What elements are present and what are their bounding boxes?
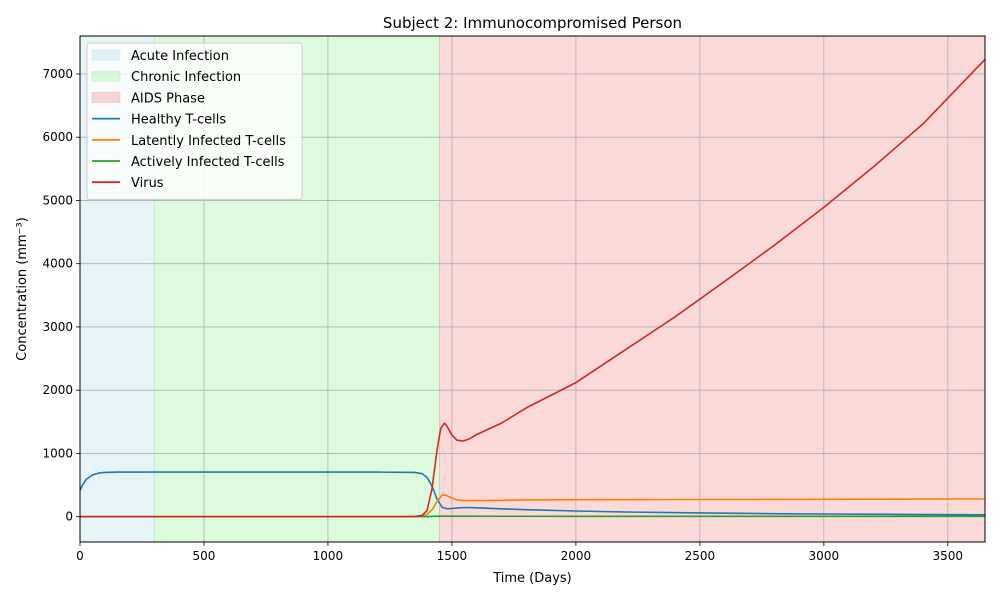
y-axis-ticks: 0 1000 2000 3000 4000 5000 6000 7000	[42, 67, 80, 524]
legend-label-healthy-t-cells: Healthy T-cells	[131, 113, 226, 128]
series-line-virus	[80, 58, 986, 518]
x-tick-label: 2000	[561, 549, 592, 563]
x-tick-label: 3000	[809, 549, 840, 563]
x-axis-ticks: 0 500 1000 1500 2000 2500 3000 3500	[76, 542, 963, 563]
x-tick-label: 0	[76, 549, 84, 563]
y-axis-label: Concentration (mm⁻³)	[15, 217, 30, 361]
legend-label-actively-infected-t-cells: Actively Infected T-cells	[131, 155, 285, 170]
legend-box	[86, 42, 303, 200]
legend-swatch-aids-phase	[91, 91, 121, 103]
plot-frame	[79, 35, 986, 543]
x-tick-label: 2500	[685, 549, 716, 563]
y-tick-label: 2000	[42, 383, 73, 397]
legend-label-virus: Virus	[131, 176, 164, 191]
legend-swatch-chronic-infection	[91, 70, 121, 82]
legend-label-chronic-infection: Chronic Infection	[131, 70, 241, 85]
y-tick-label: 6000	[42, 130, 73, 144]
x-tick-label: 1000	[313, 549, 344, 563]
y-tick-label: 1000	[42, 446, 73, 460]
x-axis-label: Time (Days)	[492, 571, 572, 586]
phase-region-aids-phase	[439, 35, 986, 543]
y-tick-label: 7000	[42, 67, 73, 81]
y-tick-label: 0	[65, 510, 73, 524]
y-tick-label: 5000	[42, 193, 73, 207]
legend-label-latently-infected-t-cells: Latently Infected T-cells	[131, 134, 286, 149]
chart-title: Subject 2: Immunocompromised Person	[383, 14, 682, 32]
legend: Acute Infection Chronic Infection AIDS Pha…	[86, 42, 303, 200]
legend-label-acute-infection: Acute Infection	[131, 49, 229, 64]
x-tick-label: 3500	[933, 549, 964, 563]
legend-label-aids-phase: AIDS Phase	[131, 91, 205, 106]
y-tick-label: 4000	[42, 257, 73, 271]
series-layer	[79, 58, 986, 518]
x-tick-label: 500	[193, 549, 216, 563]
legend-swatch-acute-infection	[91, 49, 121, 61]
y-tick-label: 3000	[42, 320, 73, 334]
x-tick-label: 1500	[437, 549, 468, 563]
